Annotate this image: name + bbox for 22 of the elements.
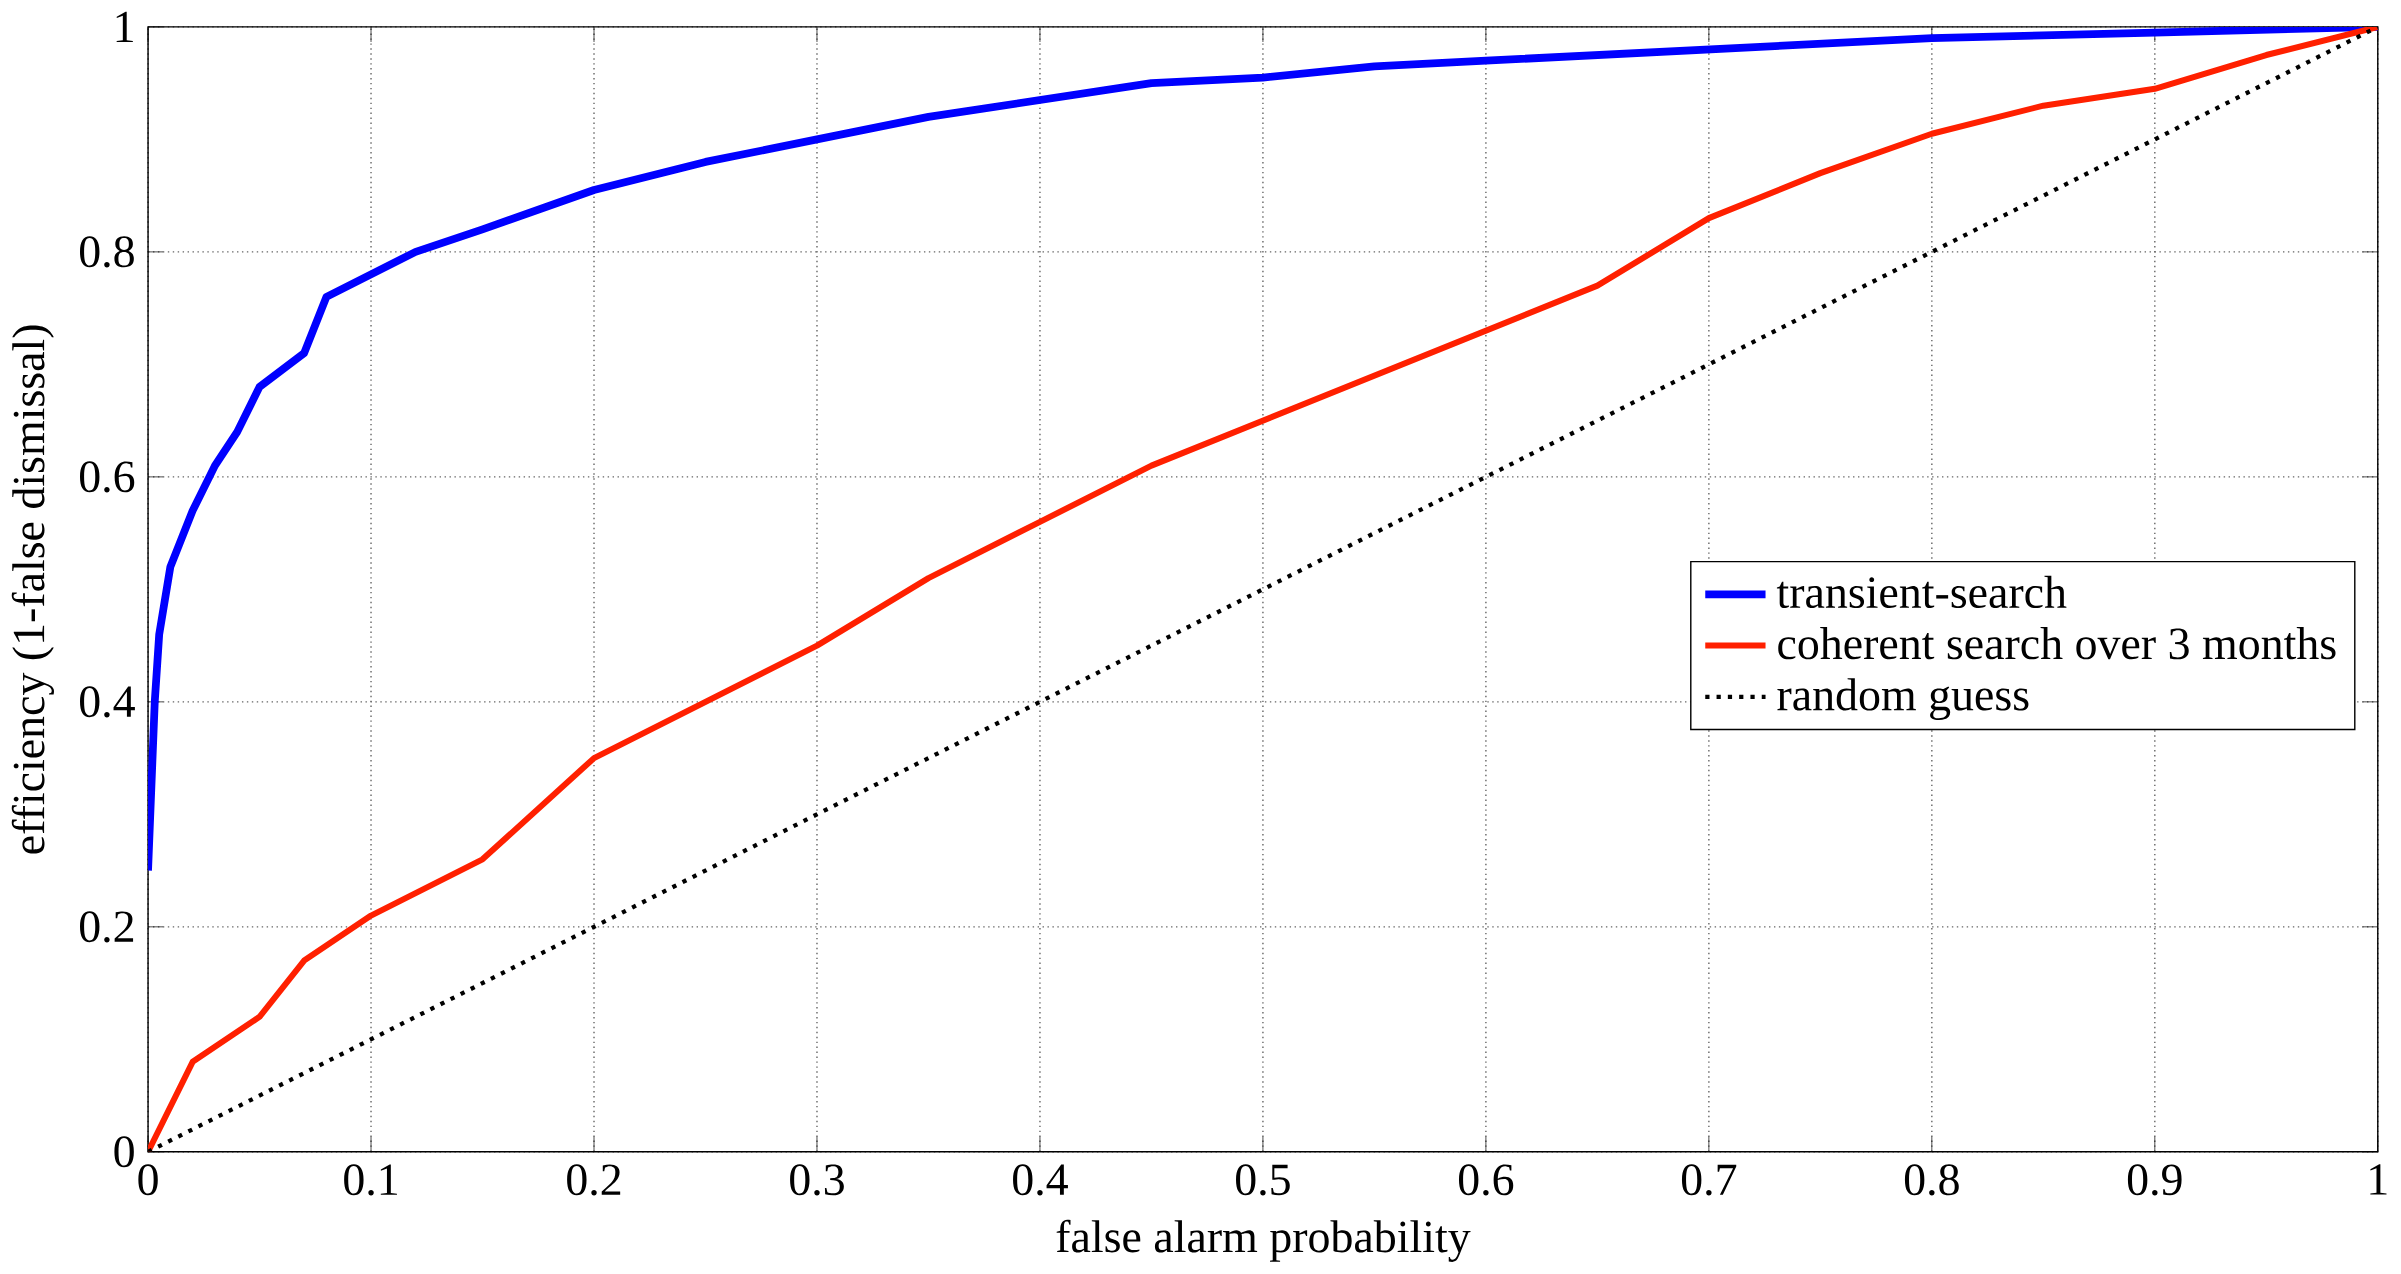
y-tick-label: 0.2	[80, 911, 134, 943]
legend-label: transient-search	[1776, 575, 2067, 609]
x-tick-label: 0.6	[1458, 1164, 1514, 1196]
y-axis-title: efficiency (1-false dismissal)	[11, 325, 54, 854]
x-tick-label: 0.8	[1904, 1164, 1959, 1196]
y-tick-label: 1	[116, 11, 133, 43]
x-tick-label: 0.2	[567, 1164, 621, 1196]
x-tick-label: 0.3	[790, 1164, 844, 1196]
x-tick-label: 0.4	[1013, 1164, 1068, 1196]
y-tick-label: 0	[114, 1136, 134, 1168]
x-tick-label: 0.1	[344, 1164, 397, 1196]
x-tick-label: 0.7	[1681, 1164, 1737, 1196]
x-tick-label: 0	[138, 1164, 158, 1196]
x-tick-label: 0.9	[2127, 1164, 2182, 1196]
x-tick-label: 1	[2370, 1164, 2387, 1195]
x-tick-label: 0.5	[1236, 1164, 1290, 1196]
legend-label: random guess	[1777, 678, 2029, 721]
y-tick-label: 0.6	[80, 461, 135, 493]
legend-label: coherent search over 3 months	[1778, 627, 2336, 660]
x-axis-title: false alarm probability	[1056, 1219, 1471, 1263]
y-tick-label: 0.8	[80, 236, 134, 268]
y-tick-label: 0.4	[80, 686, 135, 718]
